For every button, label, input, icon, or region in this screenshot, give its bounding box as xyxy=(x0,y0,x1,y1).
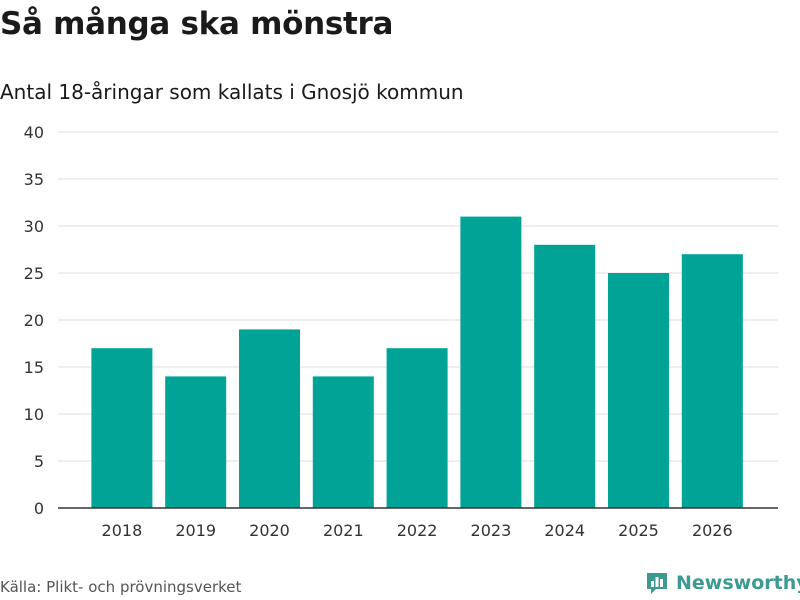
x-tick-label: 2024 xyxy=(544,521,585,540)
source-note: Källa: Plikt- och prövningsverket xyxy=(0,578,242,596)
newsworthy-icon xyxy=(647,573,667,594)
x-tick-label: 2020 xyxy=(249,521,290,540)
bar-2021 xyxy=(312,376,374,508)
brand-logo: Newsworthy xyxy=(644,570,800,596)
x-axis-ticks: 2018 2019 2020 2021 2022 2023 2024 2025 2026 xyxy=(102,521,733,540)
bar-2018 xyxy=(91,348,153,508)
y-tick-label: 30 xyxy=(24,217,44,236)
bar-2024 xyxy=(534,244,596,509)
x-tick-label: 2021 xyxy=(323,521,364,540)
y-tick-label: 5 xyxy=(34,452,44,471)
y-tick-label: 25 xyxy=(24,264,44,283)
brand-name: Newsworthy xyxy=(676,572,800,594)
y-tick-label: 35 xyxy=(24,170,44,189)
bar-2023 xyxy=(460,216,522,508)
chart-title: Så många ska mönstra xyxy=(0,6,394,42)
x-tick-label: 2018 xyxy=(102,521,143,540)
bar-2025 xyxy=(608,273,669,508)
x-tick-label: 2025 xyxy=(618,521,659,540)
x-tick-label: 2019 xyxy=(175,521,216,540)
chart-subtitle: Antal 18-åringar som kallats i Gnosjö ko… xyxy=(0,80,464,104)
y-axis-ticks: 0 5 10 15 20 25 30 35 40 xyxy=(24,123,44,518)
x-tick-label: 2026 xyxy=(692,521,733,540)
bar-2026 xyxy=(681,254,743,508)
y-tick-label: 10 xyxy=(24,405,44,424)
x-tick-label: 2022 xyxy=(397,521,438,540)
bars xyxy=(91,216,743,509)
x-tick-label: 2023 xyxy=(471,521,512,540)
bar-2020 xyxy=(239,329,300,508)
y-tick-label: 15 xyxy=(24,358,44,377)
bar-2019 xyxy=(165,376,227,508)
y-tick-label: 40 xyxy=(24,123,44,142)
y-tick-label: 0 xyxy=(34,499,44,518)
y-tick-label: 20 xyxy=(24,311,44,330)
bar-2022 xyxy=(386,348,448,508)
